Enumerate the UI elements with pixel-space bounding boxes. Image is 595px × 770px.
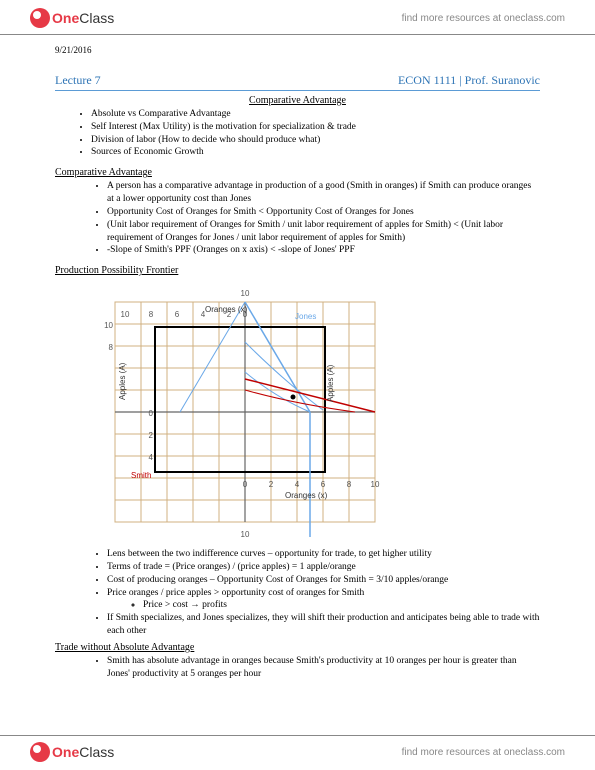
chart-label-jones: Jones: [295, 312, 316, 321]
list-item: Lens between the two indifference curves…: [107, 548, 540, 561]
brand-text-class: Class: [79, 744, 114, 760]
page-body: 9/21/2016 Lecture 7 ECON 1111 | Prof. Su…: [0, 35, 595, 690]
svg-text:4: 4: [295, 480, 300, 489]
section-heading-trade: Trade without Absolute Advantage: [55, 642, 540, 653]
footer-tagline[interactable]: find more resources at oneclass.com: [402, 747, 565, 758]
list-item: (Unit labor requirement of Oranges for S…: [107, 219, 540, 245]
svg-text:10: 10: [121, 310, 130, 319]
svg-text:4: 4: [149, 453, 154, 462]
date-text: 9/21/2016: [55, 45, 540, 55]
svg-text:10: 10: [371, 480, 380, 489]
list-item: Division of labor (How to decide who sho…: [91, 134, 540, 147]
svg-text:10: 10: [241, 530, 250, 539]
brand-logo-footer: OneClass: [30, 742, 114, 762]
ppf-svg: 1086420 0246810 108 024 Oranges (x) Oran…: [95, 282, 395, 542]
svg-text:0: 0: [149, 409, 154, 418]
brand-mark-icon: [30, 8, 50, 28]
list-item: Absolute vs Comparative Advantage: [91, 108, 540, 121]
chart-label-oranges-bottom: Oranges (x): [285, 491, 328, 500]
chart-label-apples-right: Apples (A): [326, 364, 335, 402]
list-item: A person has a comparative advantage in …: [107, 180, 540, 206]
brand-mark-icon: [30, 742, 50, 762]
intro-list: Absolute vs Comparative Advantage Self I…: [55, 108, 540, 159]
chart-label-apples-left: Apples (A): [118, 362, 127, 400]
list-item: Terms of trade = (Price oranges) / (pric…: [107, 561, 540, 574]
list-item: Price oranges / price apples > opportuni…: [107, 587, 540, 600]
brand-text-class: Class: [79, 10, 114, 26]
list-item: Self Interest (Max Utility) is the motiv…: [91, 121, 540, 134]
lecture-number: Lecture 7: [55, 73, 101, 88]
list-item: Sources of Economic Growth: [91, 146, 540, 159]
svg-text:8: 8: [109, 343, 114, 352]
brand-logo: OneClass: [30, 8, 114, 28]
list-item: Smith has absolute advantage in oranges …: [107, 655, 540, 681]
list-item: -Slope of Smith's PPF (Oranges on x axis…: [107, 244, 540, 257]
svg-text:6: 6: [175, 310, 180, 319]
comparative-list: A person has a comparative advantage in …: [55, 180, 540, 257]
ppf-chart: 1086420 0246810 108 024 Oranges (x) Oran…: [95, 282, 395, 542]
section-heading-comparative: Comparative Advantage: [55, 167, 540, 178]
list-item: Cost of producing oranges – Opportunity …: [107, 574, 540, 587]
post-chart-list: Lens between the two indifference curves…: [55, 548, 540, 599]
svg-text:10: 10: [104, 321, 113, 330]
svg-text:6: 6: [321, 480, 326, 489]
post-chart-list-2: If Smith specializes, and Jones speciali…: [55, 612, 540, 638]
lecture-title-row: Lecture 7 ECON 1111 | Prof. Suranovic: [55, 73, 540, 91]
brand-text-one: One: [52, 744, 79, 760]
svg-text:10: 10: [241, 289, 250, 298]
svg-text:0: 0: [243, 480, 248, 489]
main-title: Comparative Advantage: [55, 95, 540, 106]
svg-text:2: 2: [269, 480, 274, 489]
svg-text:8: 8: [149, 310, 154, 319]
list-item: If Smith specializes, and Jones speciali…: [107, 612, 540, 638]
chart-label-smith: Smith: [131, 471, 151, 480]
course-prof: ECON 1111 | Prof. Suranovic: [398, 73, 540, 88]
list-item: Opportunity Cost of Oranges for Smith < …: [107, 206, 540, 219]
page-header: OneClass find more resources at oneclass…: [0, 0, 595, 35]
list-item: Price > cost → profits: [143, 599, 540, 612]
page-footer: OneClass find more resources at oneclass…: [0, 735, 595, 770]
svg-text:8: 8: [347, 480, 352, 489]
header-tagline[interactable]: find more resources at oneclass.com: [402, 13, 565, 24]
brand-text-one: One: [52, 10, 79, 26]
post-chart-sublist: Price > cost → profits: [55, 599, 540, 612]
svg-text:2: 2: [149, 431, 154, 440]
section-heading-ppf: Production Possibility Frontier: [55, 265, 540, 276]
chart-label-oranges-top: Oranges (x): [205, 305, 248, 314]
trade-list: Smith has absolute advantage in oranges …: [55, 655, 540, 681]
